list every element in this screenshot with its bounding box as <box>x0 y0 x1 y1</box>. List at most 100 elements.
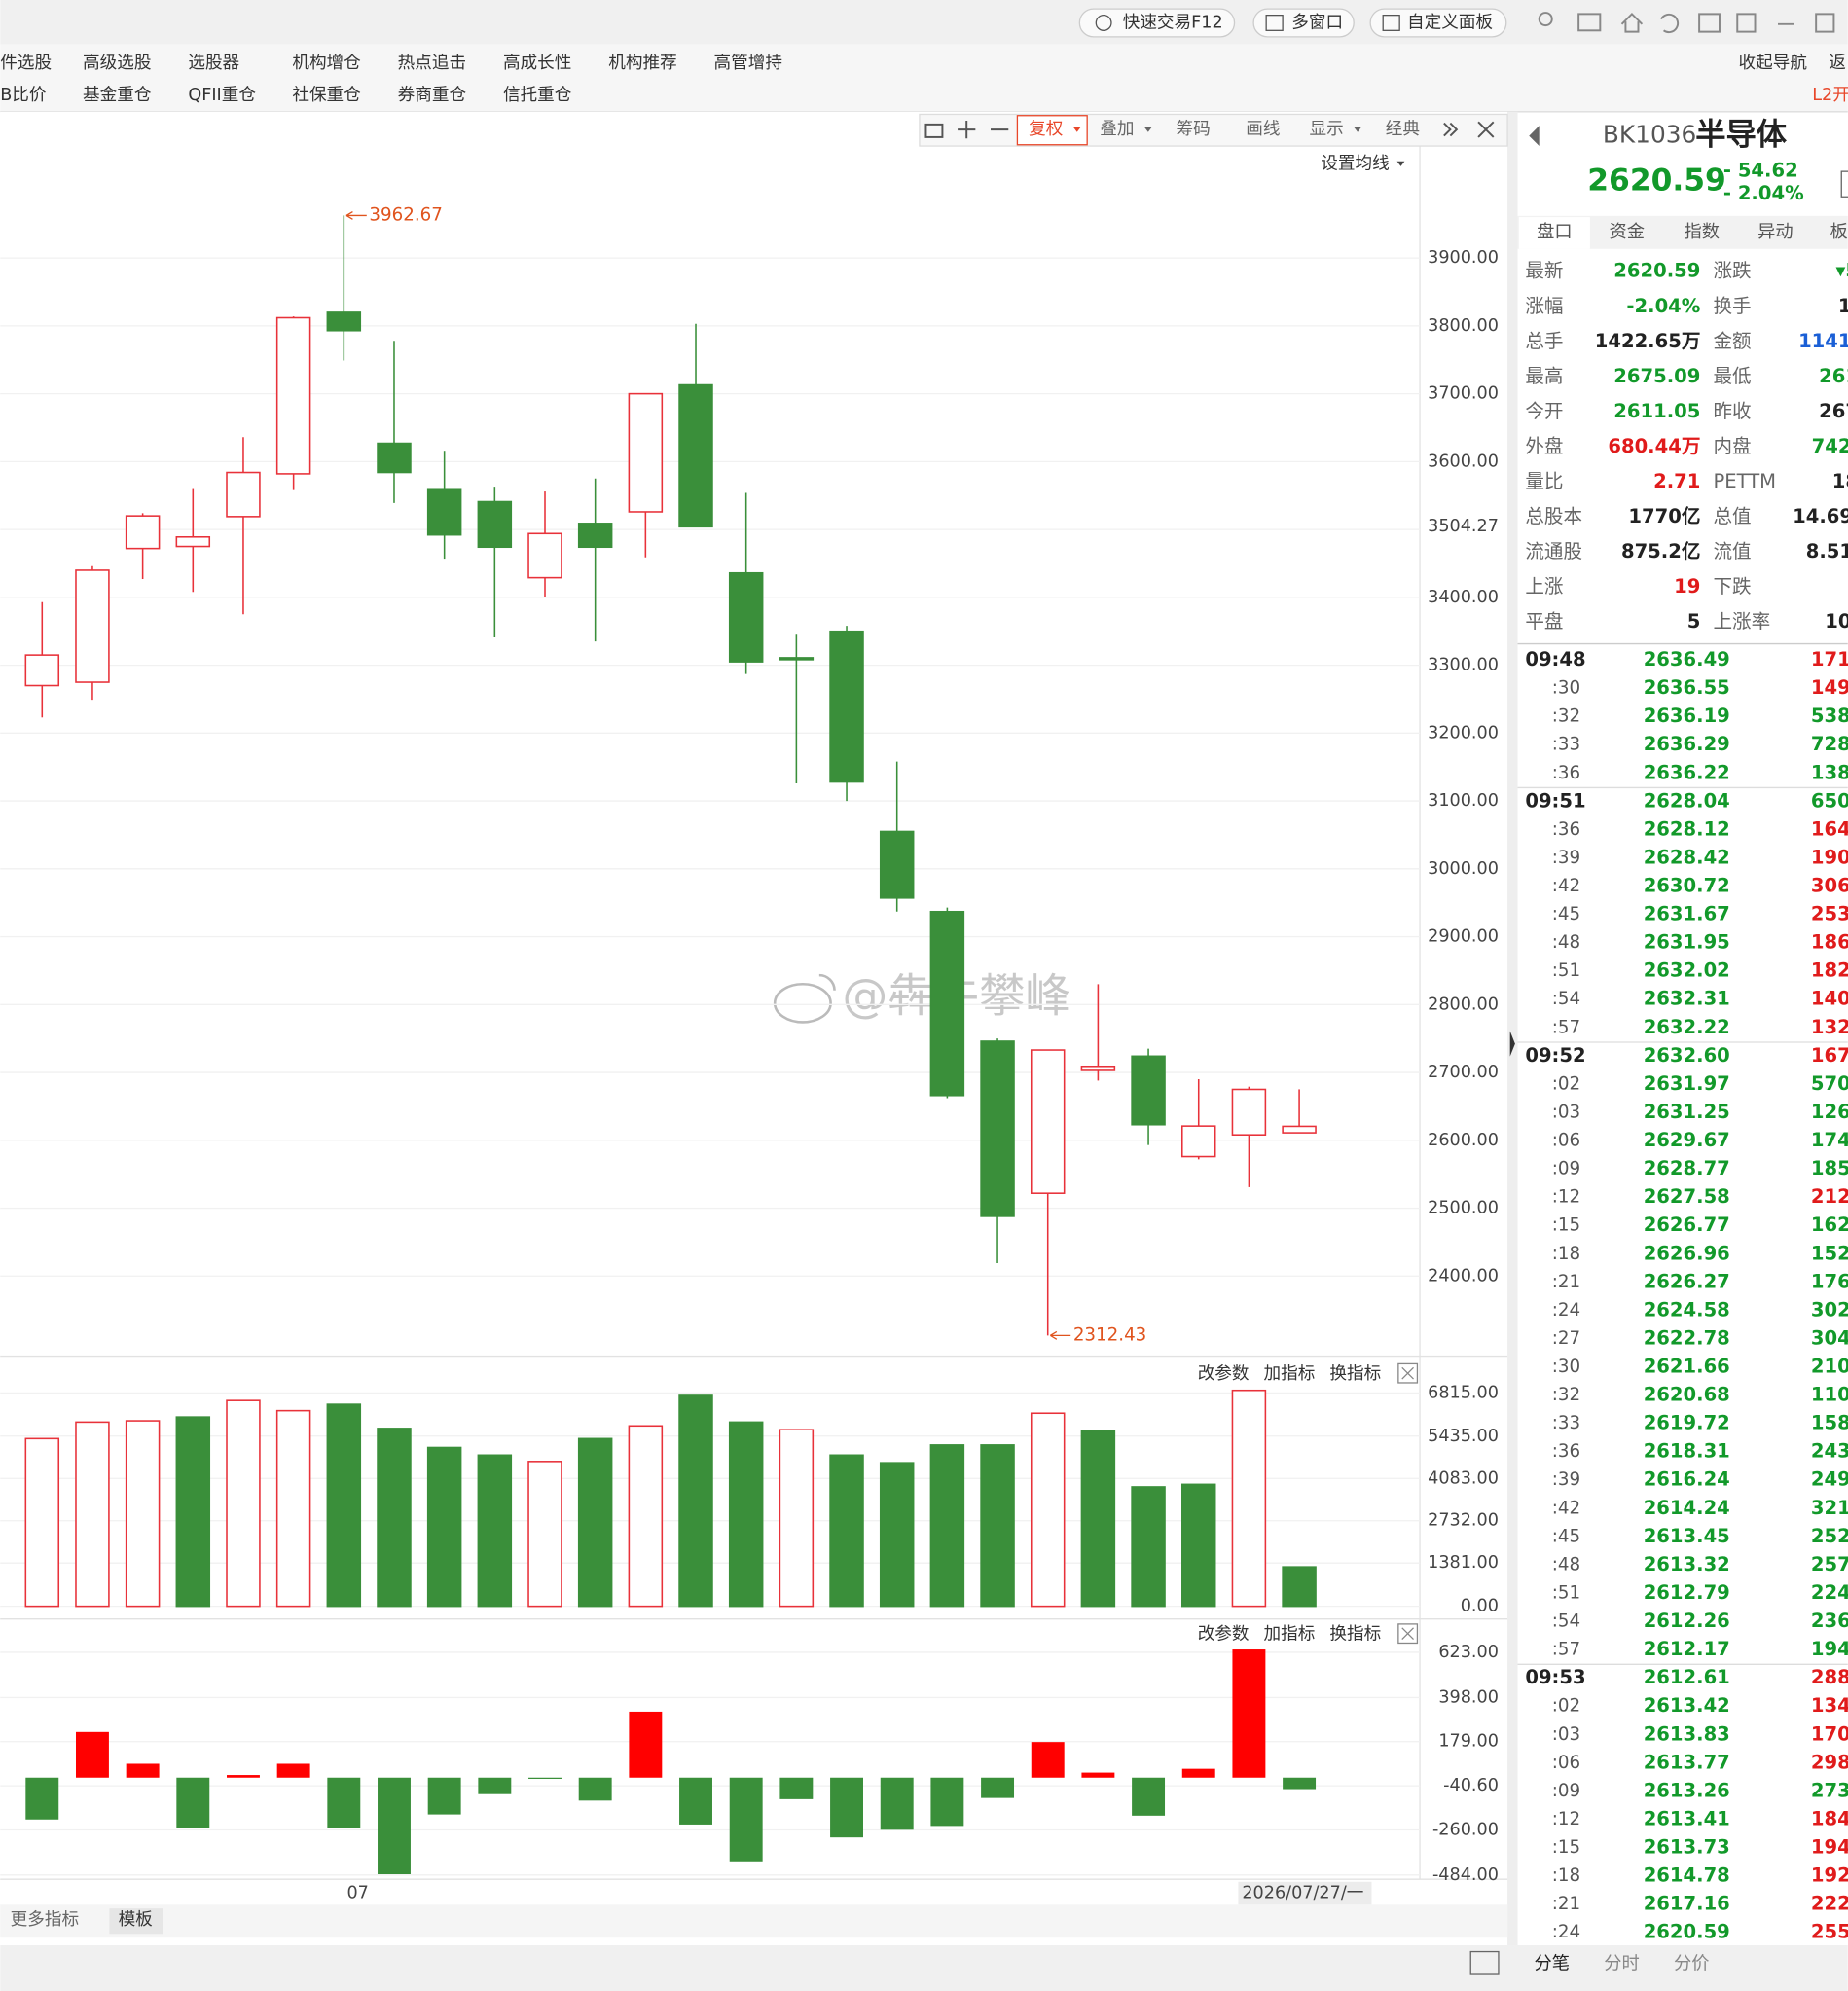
tick-price: 2628.42 <box>1644 846 1730 868</box>
toolbar-button[interactable]: 筹码 <box>1177 120 1211 139</box>
y-tick-label: 5435.00 <box>1428 1427 1499 1446</box>
candle-body <box>829 630 864 783</box>
ma-setting[interactable]: 设置均线 <box>1321 154 1389 173</box>
volume-bar <box>1131 1486 1166 1608</box>
toolbar-button[interactable]: 经典 <box>1386 120 1420 139</box>
volume-bar <box>929 1444 965 1608</box>
y-tick-label: 3400.00 <box>1428 588 1499 607</box>
quote-label: 最高 <box>1525 365 1563 387</box>
quote-value: 2611 <box>1819 365 1848 387</box>
tick-volume: 1705 <box>1811 1722 1848 1745</box>
toolbar-button-label[interactable]: 快速交易F12 <box>1123 13 1223 32</box>
tick-price: 2620.68 <box>1644 1384 1730 1406</box>
tab[interactable]: 资金 <box>1609 222 1645 242</box>
tick-time: :36 <box>1552 1441 1580 1462</box>
menu-item[interactable]: L2开 <box>1812 86 1848 105</box>
tick-volume: 1322 <box>1811 1016 1848 1038</box>
template[interactable]: 模板 <box>119 1910 154 1930</box>
button[interactable] <box>1369 8 1507 38</box>
close-button[interactable] <box>1397 1362 1419 1384</box>
menu-item[interactable]: 社保重仓 <box>292 86 361 105</box>
bottom-tab[interactable]: 分笔 <box>1534 1954 1570 1974</box>
panel-control[interactable]: 改参数 <box>1198 1624 1250 1644</box>
y-tick-label: 2600.00 <box>1428 1131 1499 1150</box>
panel-control[interactable]: 换指标 <box>1329 1624 1381 1644</box>
tick-price: 2620.59 <box>1644 1921 1730 1943</box>
quote-value: 14.69万 <box>1793 505 1848 527</box>
menu-item[interactable]: 热点追击 <box>398 54 466 73</box>
tick-time: :51 <box>1552 1582 1580 1603</box>
panel-control[interactable]: 改参数 <box>1198 1364 1250 1384</box>
toolbar-button[interactable]: 叠加 <box>1100 120 1134 139</box>
menu-item[interactable]: 高级选股 <box>83 54 151 73</box>
menu-item[interactable]: 选股器 <box>188 54 239 73</box>
y-tick-label: 3800.00 <box>1428 316 1499 336</box>
tick-volume: 3042 <box>1811 1326 1848 1349</box>
menu-item[interactable]: 券商重仓 <box>398 86 467 105</box>
tick-volume: 2434 <box>1811 1440 1848 1463</box>
tick-time: :09 <box>1552 1781 1580 1801</box>
toolbar-button-label[interactable]: 多窗口 <box>1291 13 1343 32</box>
change: - 54.62 <box>1723 160 1798 182</box>
tick-time: :33 <box>1552 735 1580 755</box>
toolbar-button[interactable]: 画线 <box>1246 120 1280 139</box>
panel-control[interactable]: 加指标 <box>1264 1624 1316 1644</box>
menu-item[interactable]: 高管增持 <box>714 54 782 73</box>
menu-item[interactable]: 机构增仓 <box>292 54 361 73</box>
active-tab[interactable] <box>1518 217 1590 249</box>
code: BK1036 <box>1603 121 1696 149</box>
menu-item[interactable]: 基金重仓 <box>83 86 152 105</box>
panel-control[interactable]: 加指标 <box>1264 1364 1316 1384</box>
quote-label: 涨跌 <box>1713 260 1751 282</box>
tick-volume: 1760 <box>1811 1270 1848 1292</box>
volume-bar <box>1030 1412 1066 1608</box>
menu-item[interactable]: 机构推荐 <box>608 54 676 73</box>
tab[interactable]: 指数 <box>1684 222 1720 242</box>
icon <box>1095 15 1112 31</box>
tick-time: :48 <box>1552 932 1580 953</box>
menu-item[interactable]: 信托重仓 <box>503 86 572 105</box>
tick-price: 2617.16 <box>1644 1893 1730 1915</box>
candle-body <box>226 471 261 518</box>
tick-time: :03 <box>1552 1102 1580 1122</box>
bottom-tab[interactable]: 分时 <box>1604 1954 1640 1974</box>
quote-label: 平盘 <box>1525 610 1563 633</box>
menu-item[interactable]: QFII重仓 <box>188 86 256 105</box>
tick-price: 2631.97 <box>1644 1072 1730 1095</box>
menu-item[interactable]: 件选股 <box>0 54 52 73</box>
tab[interactable]: 板 <box>1830 222 1848 242</box>
macd-bar <box>830 1777 863 1838</box>
active-button[interactable] <box>1016 115 1088 146</box>
template-button[interactable] <box>109 1908 163 1935</box>
tick-price: 2613.42 <box>1644 1694 1730 1717</box>
tab[interactable]: 盘口 <box>1537 222 1573 242</box>
menu-item[interactable]: 返 <box>1829 54 1846 73</box>
toolbar-button[interactable]: 复权 <box>1029 120 1064 139</box>
panel-control[interactable]: 换指标 <box>1329 1364 1381 1384</box>
tick-volume: 2101 <box>1811 1355 1848 1377</box>
tick-time: :30 <box>1552 678 1580 699</box>
volume-bar <box>577 1437 613 1608</box>
splitter[interactable] <box>1507 111 1518 1946</box>
menu-item[interactable]: 高成长性 <box>503 54 571 73</box>
tick-time: :12 <box>1552 1809 1580 1829</box>
macd-bar <box>779 1777 814 1799</box>
menu-item[interactable]: B比价 <box>0 86 47 105</box>
close-button[interactable] <box>1397 1623 1419 1645</box>
menu-item[interactable]: 收起导航 <box>1739 54 1808 73</box>
tick-volume: 1747 <box>1811 1129 1848 1151</box>
button[interactable] <box>1078 8 1236 38</box>
toolbar-button[interactable]: 显示 <box>1310 120 1344 139</box>
tab[interactable]: 异动 <box>1757 222 1794 242</box>
y-tick-label: 2800.00 <box>1428 995 1499 1014</box>
toolbar-button-label[interactable]: 自定义面板 <box>1407 13 1493 32</box>
candle-body <box>1080 1065 1116 1071</box>
bottom-tab[interactable]: 分价 <box>1674 1954 1710 1974</box>
tick-time: :02 <box>1552 1696 1580 1717</box>
change-pct: - 2.04% <box>1723 182 1804 204</box>
more-indicators[interactable]: 更多指标 <box>11 1910 79 1930</box>
y-tick-label: 2732.00 <box>1428 1511 1499 1531</box>
macd-bar <box>729 1777 763 1862</box>
tick-price: 2636.19 <box>1644 705 1730 727</box>
y-tick-label: 2400.00 <box>1428 1266 1499 1285</box>
